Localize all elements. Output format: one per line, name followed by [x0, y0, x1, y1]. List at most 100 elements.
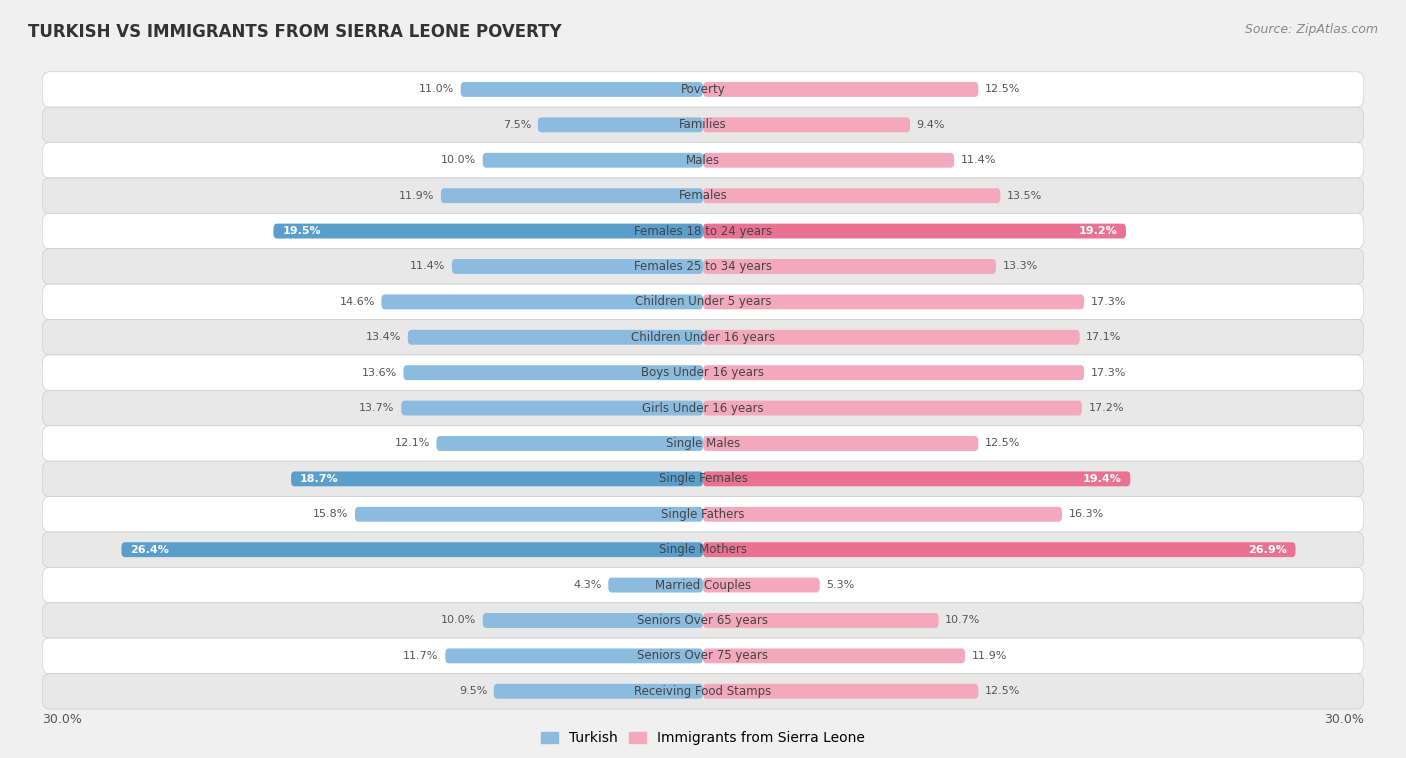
Text: 18.7%: 18.7% — [299, 474, 339, 484]
FancyBboxPatch shape — [436, 436, 703, 451]
Text: 17.3%: 17.3% — [1091, 368, 1126, 377]
Text: 10.0%: 10.0% — [441, 155, 477, 165]
FancyBboxPatch shape — [703, 684, 979, 699]
FancyBboxPatch shape — [703, 436, 979, 451]
FancyBboxPatch shape — [42, 496, 1364, 532]
FancyBboxPatch shape — [451, 259, 703, 274]
Text: Single Males: Single Males — [666, 437, 740, 450]
FancyBboxPatch shape — [703, 188, 1001, 203]
Text: 17.1%: 17.1% — [1087, 332, 1122, 343]
Text: 11.4%: 11.4% — [411, 262, 446, 271]
FancyBboxPatch shape — [42, 72, 1364, 107]
FancyBboxPatch shape — [42, 107, 1364, 143]
FancyBboxPatch shape — [703, 578, 820, 593]
Text: Seniors Over 65 years: Seniors Over 65 years — [637, 614, 769, 627]
FancyBboxPatch shape — [42, 249, 1364, 284]
Text: 13.3%: 13.3% — [1002, 262, 1038, 271]
Text: 11.7%: 11.7% — [404, 651, 439, 661]
Text: 11.0%: 11.0% — [419, 84, 454, 95]
Text: 9.5%: 9.5% — [458, 686, 486, 697]
FancyBboxPatch shape — [446, 648, 703, 663]
FancyBboxPatch shape — [703, 224, 1126, 239]
Text: 4.3%: 4.3% — [574, 580, 602, 590]
Text: Females 25 to 34 years: Females 25 to 34 years — [634, 260, 772, 273]
Text: Source: ZipAtlas.com: Source: ZipAtlas.com — [1244, 23, 1378, 36]
FancyBboxPatch shape — [42, 426, 1364, 461]
FancyBboxPatch shape — [703, 294, 1084, 309]
Text: 12.5%: 12.5% — [986, 686, 1021, 697]
Text: 17.3%: 17.3% — [1091, 297, 1126, 307]
Text: Children Under 5 years: Children Under 5 years — [634, 296, 772, 309]
Text: 30.0%: 30.0% — [42, 713, 82, 726]
FancyBboxPatch shape — [703, 117, 910, 133]
FancyBboxPatch shape — [461, 82, 703, 97]
FancyBboxPatch shape — [482, 153, 703, 168]
FancyBboxPatch shape — [408, 330, 703, 345]
FancyBboxPatch shape — [42, 461, 1364, 496]
Text: Females 18 to 24 years: Females 18 to 24 years — [634, 224, 772, 237]
Text: 10.0%: 10.0% — [441, 615, 477, 625]
Text: 11.9%: 11.9% — [972, 651, 1007, 661]
Text: Receiving Food Stamps: Receiving Food Stamps — [634, 684, 772, 698]
FancyBboxPatch shape — [441, 188, 703, 203]
Text: 13.5%: 13.5% — [1007, 191, 1042, 201]
Text: 9.4%: 9.4% — [917, 120, 945, 130]
Text: 12.5%: 12.5% — [986, 438, 1021, 449]
FancyBboxPatch shape — [42, 320, 1364, 355]
FancyBboxPatch shape — [703, 542, 1295, 557]
Text: 19.5%: 19.5% — [283, 226, 321, 236]
FancyBboxPatch shape — [703, 330, 1080, 345]
FancyBboxPatch shape — [291, 471, 703, 487]
Text: 16.3%: 16.3% — [1069, 509, 1104, 519]
FancyBboxPatch shape — [703, 648, 965, 663]
FancyBboxPatch shape — [494, 684, 703, 699]
FancyBboxPatch shape — [42, 178, 1364, 213]
Text: 30.0%: 30.0% — [1324, 713, 1364, 726]
FancyBboxPatch shape — [404, 365, 703, 380]
FancyBboxPatch shape — [381, 294, 703, 309]
Text: 13.7%: 13.7% — [360, 403, 395, 413]
Text: 10.7%: 10.7% — [945, 615, 980, 625]
Text: 12.1%: 12.1% — [395, 438, 430, 449]
FancyBboxPatch shape — [703, 259, 995, 274]
FancyBboxPatch shape — [703, 153, 955, 168]
Text: Single Mothers: Single Mothers — [659, 543, 747, 556]
FancyBboxPatch shape — [703, 365, 1084, 380]
Text: 11.9%: 11.9% — [399, 191, 434, 201]
FancyBboxPatch shape — [703, 613, 939, 628]
Text: 26.9%: 26.9% — [1249, 545, 1286, 555]
FancyBboxPatch shape — [42, 390, 1364, 426]
Text: TURKISH VS IMMIGRANTS FROM SIERRA LEONE POVERTY: TURKISH VS IMMIGRANTS FROM SIERRA LEONE … — [28, 23, 562, 41]
FancyBboxPatch shape — [42, 213, 1364, 249]
FancyBboxPatch shape — [703, 401, 1081, 415]
Text: Girls Under 16 years: Girls Under 16 years — [643, 402, 763, 415]
FancyBboxPatch shape — [482, 613, 703, 628]
Text: 26.4%: 26.4% — [131, 545, 169, 555]
Legend: Turkish, Immigrants from Sierra Leone: Turkish, Immigrants from Sierra Leone — [536, 725, 870, 750]
FancyBboxPatch shape — [42, 568, 1364, 603]
Text: Married Couples: Married Couples — [655, 578, 751, 591]
Text: 13.4%: 13.4% — [366, 332, 401, 343]
Text: Boys Under 16 years: Boys Under 16 years — [641, 366, 765, 379]
FancyBboxPatch shape — [42, 638, 1364, 674]
FancyBboxPatch shape — [273, 224, 703, 239]
Text: Females: Females — [679, 190, 727, 202]
Text: 12.5%: 12.5% — [986, 84, 1021, 95]
FancyBboxPatch shape — [609, 578, 703, 593]
FancyBboxPatch shape — [42, 284, 1364, 320]
FancyBboxPatch shape — [703, 471, 1130, 487]
Text: Seniors Over 75 years: Seniors Over 75 years — [637, 650, 769, 662]
Text: 14.6%: 14.6% — [339, 297, 375, 307]
FancyBboxPatch shape — [703, 82, 979, 97]
FancyBboxPatch shape — [703, 507, 1062, 522]
Text: Single Females: Single Females — [658, 472, 748, 485]
Text: 7.5%: 7.5% — [503, 120, 531, 130]
FancyBboxPatch shape — [42, 603, 1364, 638]
Text: 11.4%: 11.4% — [960, 155, 995, 165]
FancyBboxPatch shape — [537, 117, 703, 133]
FancyBboxPatch shape — [42, 355, 1364, 390]
FancyBboxPatch shape — [42, 143, 1364, 178]
Text: Poverty: Poverty — [681, 83, 725, 96]
FancyBboxPatch shape — [42, 532, 1364, 568]
Text: Single Fathers: Single Fathers — [661, 508, 745, 521]
